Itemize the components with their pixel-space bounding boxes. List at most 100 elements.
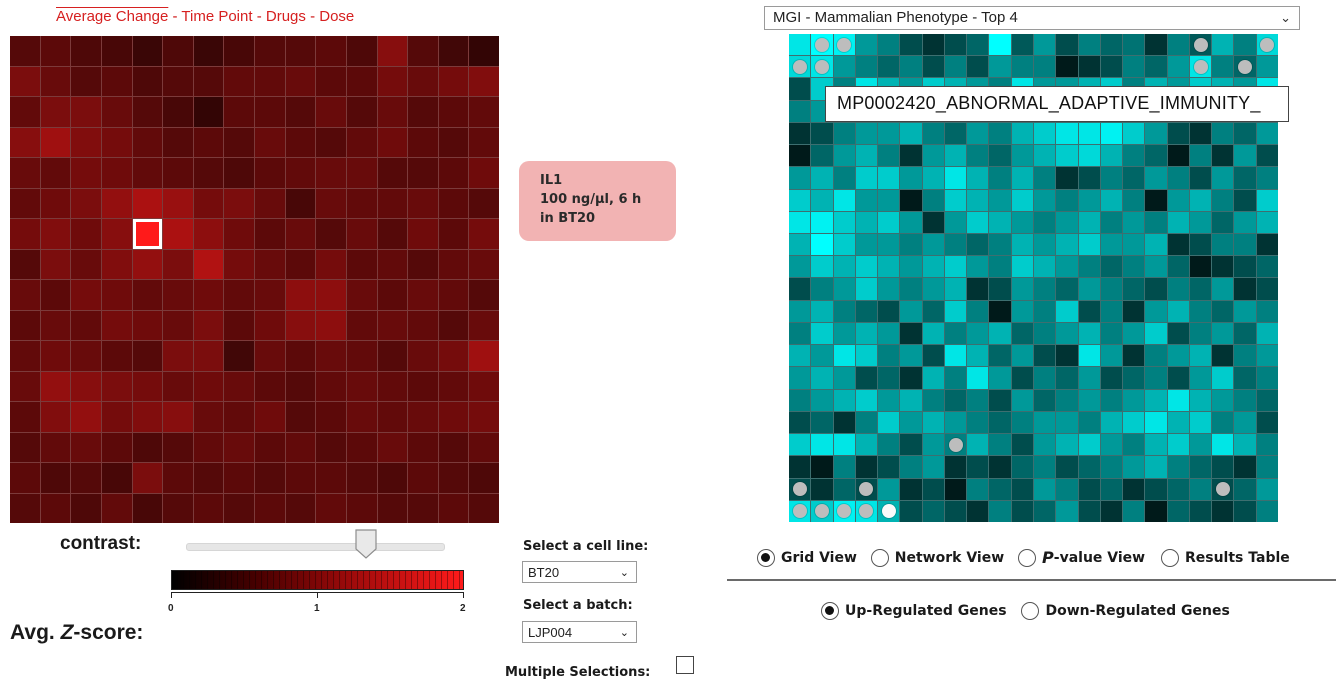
gene-set-cell[interactable] [1078,478,1100,500]
gene-set-cell[interactable] [789,145,811,167]
gene-set-cell[interactable] [900,478,922,500]
heatmap-cell[interactable] [163,432,193,462]
heatmap-cell[interactable] [163,463,193,493]
gene-set-cell[interactable] [900,322,922,345]
heatmap-cell[interactable] [163,97,193,127]
gene-set-cell[interactable] [1145,434,1167,456]
heatmap-cell[interactable] [408,219,438,249]
gene-set-cell[interactable] [967,434,989,456]
gene-set-cell[interactable] [900,389,922,411]
gene-set-cell[interactable] [922,434,944,456]
gene-set-cell[interactable] [1234,189,1256,211]
heatmap-cell[interactable] [438,249,469,279]
gene-set-cell[interactable] [967,389,989,411]
gene-set-cell[interactable] [1234,478,1256,500]
gene-set-cell[interactable] [811,211,833,234]
gene-set-cell[interactable] [789,167,811,189]
gene-set-cell[interactable] [1145,456,1167,478]
heatmap-cell[interactable] [255,219,285,249]
gene-set-cell[interactable] [855,367,878,389]
heatmap-cell[interactable] [10,127,40,157]
gene-set-cell[interactable] [944,34,967,56]
gene-set-cell[interactable] [967,411,989,434]
heatmap-cell[interactable] [132,280,163,310]
gene-set-cell[interactable] [944,56,967,78]
gene-set-cell[interactable] [944,367,967,389]
gene-set-cell[interactable] [789,234,811,256]
gene-set-cell[interactable] [922,34,944,56]
gene-set-cell[interactable] [989,34,1011,56]
gene-set-cell[interactable] [878,478,900,500]
heatmap-cell[interactable] [101,493,132,523]
heatmap-cell[interactable] [255,310,285,340]
gene-set-cell[interactable] [1189,189,1212,211]
gene-set-cell[interactable] [1100,145,1123,167]
heatmap-cell[interactable] [408,463,438,493]
gene-set-cell[interactable] [989,411,1011,434]
gene-set-cell[interactable] [922,256,944,278]
heatmap-cell[interactable] [346,219,377,249]
heatmap-cell[interactable] [71,97,101,127]
gene-set-cell[interactable] [989,211,1011,234]
gene-set-cell[interactable] [811,345,833,367]
gene-set-cell[interactable] [989,167,1011,189]
gene-set-cell[interactable] [1034,278,1056,300]
gene-set-cell[interactable] [967,300,989,322]
gene-set-cell[interactable] [900,189,922,211]
heatmap-cell[interactable] [438,188,469,218]
heatmap-cell[interactable] [438,341,469,371]
gene-set-cell[interactable] [967,122,989,145]
radio-network-view[interactable]: Network View [870,548,1004,567]
heatmap-cell[interactable] [469,402,499,432]
heatmap-cell[interactable] [255,158,285,188]
heatmap-cell[interactable] [224,36,254,66]
gene-set-cell[interactable] [811,256,833,278]
gene-set-cell[interactable] [1212,434,1234,456]
gene-set-cell[interactable] [789,122,811,145]
gene-set-cell[interactable] [833,367,855,389]
heatmap-cell[interactable] [40,36,71,66]
gene-set-cell[interactable] [789,478,811,500]
gene-set-cell[interactable] [878,300,900,322]
heatmap-cell[interactable] [255,188,285,218]
heatmap-cell[interactable] [193,188,224,218]
gene-set-cell[interactable] [855,34,878,56]
gene-set-cell[interactable] [944,500,967,522]
heatmap-cell[interactable] [346,402,377,432]
slider-handle-icon[interactable] [355,529,377,559]
gene-set-cell[interactable] [989,234,1011,256]
gene-set-cell[interactable] [900,434,922,456]
heatmap-cell[interactable] [193,66,224,96]
gene-set-cell[interactable] [1011,34,1033,56]
heatmap-cell[interactable] [224,219,254,249]
gene-set-cell[interactable] [1167,411,1189,434]
heatmap-cell[interactable] [408,280,438,310]
gene-set-cell[interactable] [1034,34,1056,56]
gene-set-cell[interactable] [855,500,878,522]
heatmap-cell[interactable] [316,158,346,188]
gene-set-cell[interactable] [1011,278,1033,300]
gene-set-cell[interactable] [944,411,967,434]
radio-results-table[interactable]: Results Table [1160,548,1290,567]
gene-set-cell[interactable] [1189,167,1212,189]
gene-set-cell[interactable] [855,478,878,500]
gene-set-cell[interactable] [1234,434,1256,456]
gene-set-cell[interactable] [855,256,878,278]
gene-set-cell[interactable] [1056,500,1078,522]
heatmap-cell[interactable] [346,127,377,157]
heatmap-cell[interactable] [132,249,163,279]
gene-set-cell[interactable] [855,434,878,456]
gene-set-cell[interactable] [1256,122,1278,145]
gene-set-cell[interactable] [1078,456,1100,478]
heatmap-cell[interactable] [255,127,285,157]
gene-set-cell[interactable] [1123,300,1145,322]
gene-set-cell[interactable] [1256,234,1278,256]
heatmap-cell[interactable] [377,97,408,127]
gene-set-cell[interactable] [1100,122,1123,145]
gene-set-cell[interactable] [922,56,944,78]
gene-set-cell[interactable] [1256,478,1278,500]
heatmap-cell[interactable] [285,158,316,188]
heatmap-cell[interactable] [255,341,285,371]
gene-set-cell[interactable] [1212,322,1234,345]
gene-set-cell[interactable] [1167,500,1189,522]
